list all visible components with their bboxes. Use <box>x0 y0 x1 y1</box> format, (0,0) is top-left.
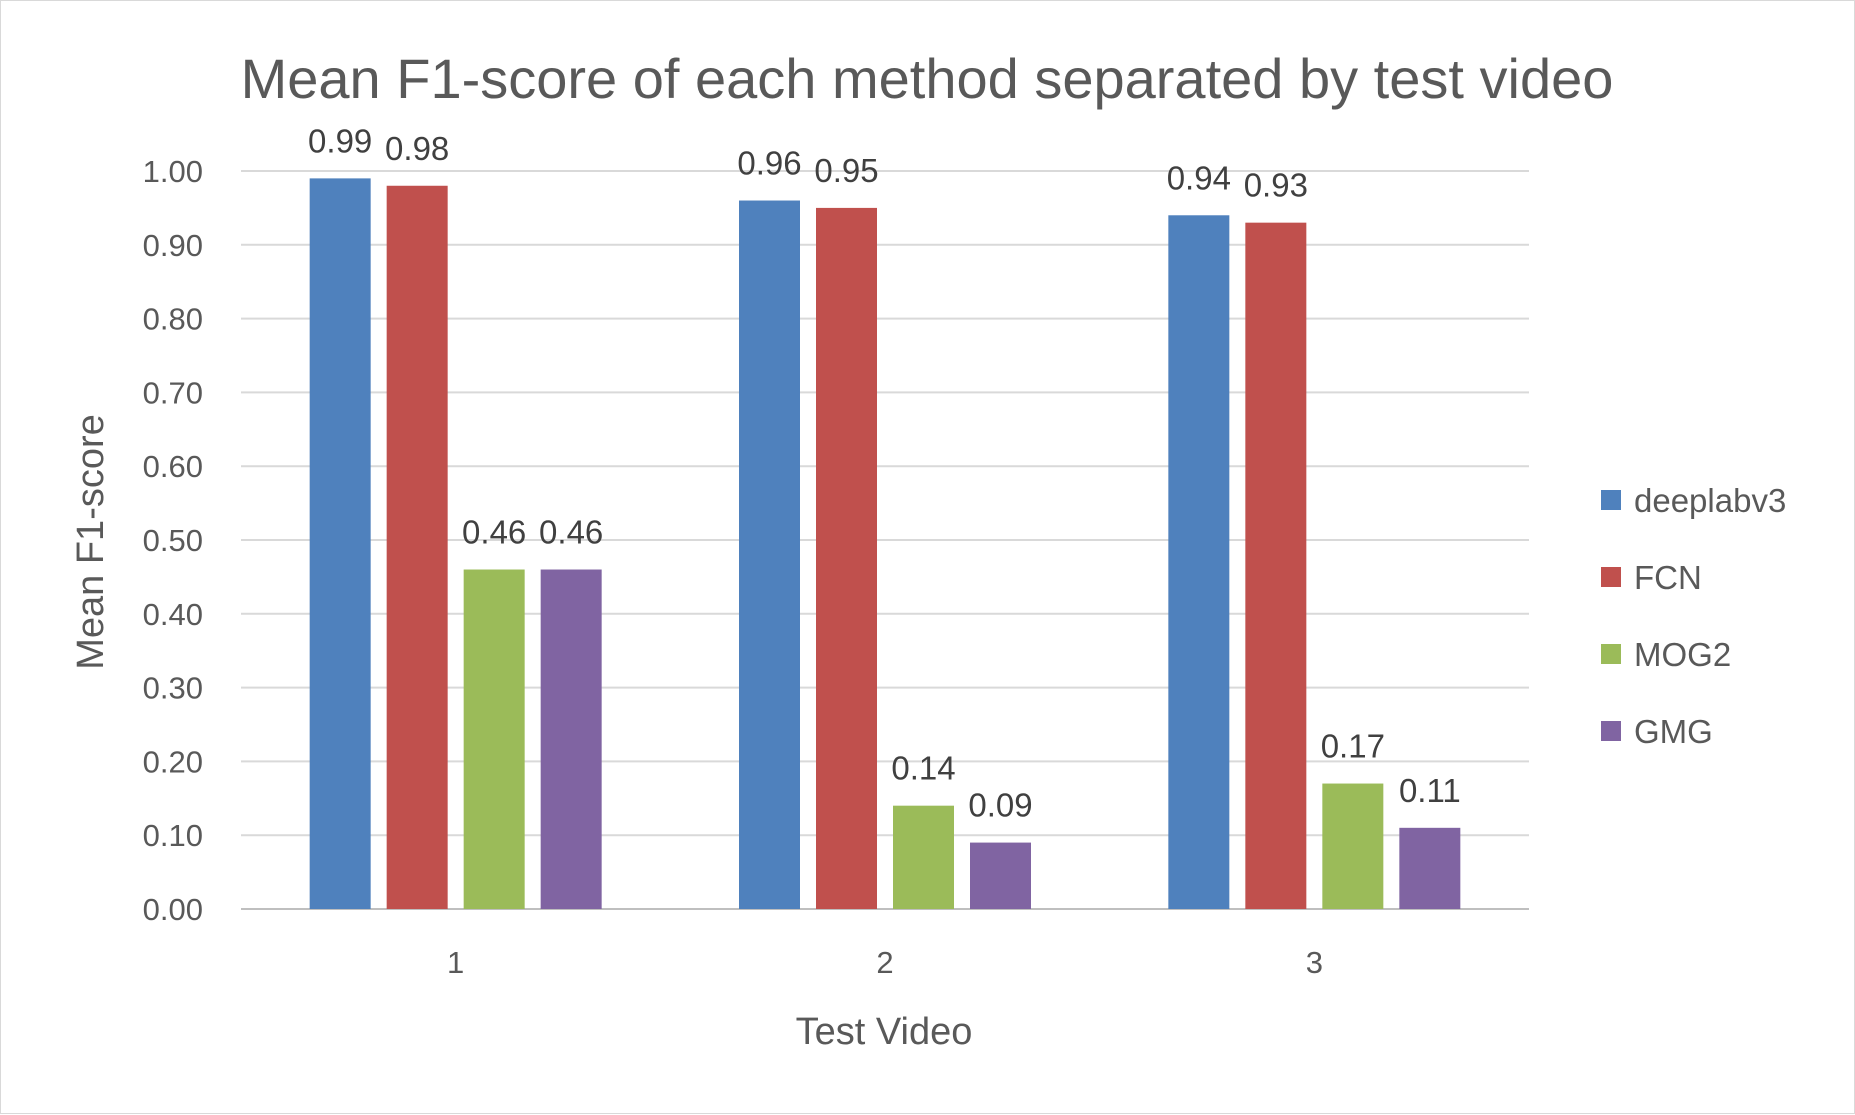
data-label: 0.14 <box>891 750 955 787</box>
legend-swatch-gmg <box>1601 721 1621 741</box>
data-label: 0.11 <box>1399 772 1461 809</box>
y-tick-label: 0.50 <box>143 523 203 558</box>
bar-deeplabv3-video-3 <box>1168 215 1230 909</box>
bar-fcn-video-3 <box>1245 222 1307 909</box>
legend-swatch-fcn <box>1601 567 1621 587</box>
legend: deeplabv3 FCN MOG2 GMG <box>1601 482 1786 750</box>
y-tick-label: 0.70 <box>143 375 203 410</box>
legend-swatch-mog2 <box>1601 644 1621 664</box>
y-tick-label: 1.00 <box>143 154 203 189</box>
y-tick-label: 0.30 <box>143 671 203 706</box>
legend-label-mog2: MOG2 <box>1634 636 1731 673</box>
y-axis-title: Mean F1-score <box>70 414 112 670</box>
bar-gmg-video-2 <box>970 842 1031 909</box>
y-tick-label: 0.80 <box>143 302 203 337</box>
bars <box>309 178 1461 909</box>
legend-label-gmg: GMG <box>1634 713 1713 750</box>
bar-deeplabv3-video-2 <box>739 200 800 909</box>
data-label: 0.17 <box>1321 728 1385 765</box>
legend-swatch-deeplabv3 <box>1601 490 1621 510</box>
bar-fcn-video-1 <box>386 185 448 909</box>
bar-fcn-video-2 <box>816 207 877 909</box>
bar-deeplabv3-video-1 <box>309 178 371 909</box>
data-label: 0.93 <box>1244 167 1308 204</box>
y-tick-label: 0.60 <box>143 449 203 484</box>
legend-label-deeplabv3: deeplabv3 <box>1634 482 1786 519</box>
x-tick-label: 2 <box>876 945 893 980</box>
bar-gmg-video-3 <box>1399 827 1461 909</box>
y-tick-label: 0.00 <box>143 892 203 927</box>
y-axis-ticks: 0.00 0.10 0.20 0.30 0.40 0.50 0.60 0.70 0.80 0.90… <box>143 154 203 927</box>
x-axis-title: Test Video <box>796 1011 973 1053</box>
x-axis-ticks: 1 2 3 <box>447 945 1323 980</box>
data-label: 0.09 <box>968 787 1032 824</box>
bar-mog2-video-1 <box>463 569 525 909</box>
data-label: 0.46 <box>539 514 603 551</box>
chart-title: Mean F1-score of each method separated b… <box>241 47 1614 110</box>
y-tick-label: 0.40 <box>143 597 203 632</box>
data-label: 0.46 <box>462 514 526 551</box>
legend-label-fcn: FCN <box>1634 559 1702 596</box>
bar-mog2-video-2 <box>893 805 954 909</box>
bar-mog2-video-3 <box>1322 783 1384 909</box>
gridlines <box>241 170 1529 910</box>
data-label: 0.99 <box>308 122 372 159</box>
data-labels: 0.99 0.98 0.46 0.46 0.96 0.95 0.14 0.09 0.94 0.93… <box>308 122 1461 823</box>
data-label: 0.98 <box>385 130 449 167</box>
bar-gmg-video-1 <box>540 569 602 909</box>
y-tick-label: 0.10 <box>143 818 203 853</box>
x-tick-label: 1 <box>447 945 464 980</box>
data-label: 0.95 <box>814 152 878 189</box>
y-tick-label: 0.90 <box>143 228 203 263</box>
y-tick-label: 0.20 <box>143 744 203 779</box>
data-label: 0.96 <box>737 145 801 182</box>
data-label: 0.94 <box>1167 159 1231 196</box>
x-tick-label: 3 <box>1306 945 1323 980</box>
